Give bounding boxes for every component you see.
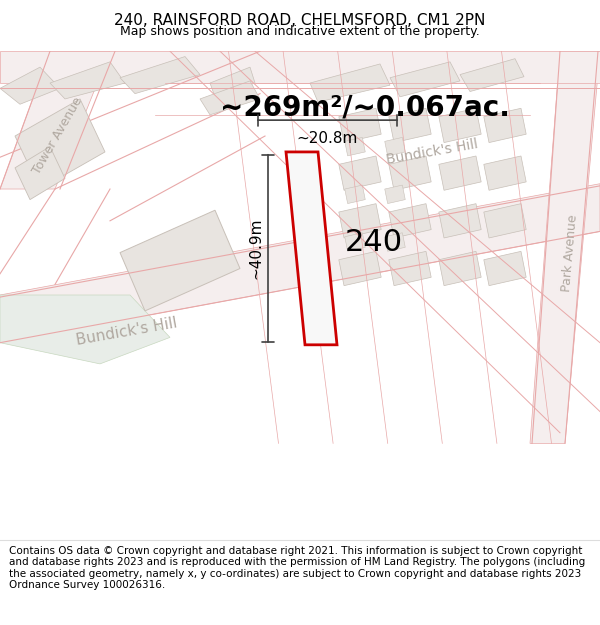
Polygon shape — [0, 51, 110, 189]
Polygon shape — [339, 156, 381, 190]
Polygon shape — [439, 251, 481, 286]
Polygon shape — [439, 156, 481, 190]
Polygon shape — [389, 204, 431, 238]
Polygon shape — [15, 99, 105, 189]
Text: Contains OS data © Crown copyright and database right 2021. This information is : Contains OS data © Crown copyright and d… — [9, 546, 585, 591]
Text: ~20.8m: ~20.8m — [297, 131, 358, 146]
Polygon shape — [484, 204, 526, 238]
Polygon shape — [0, 184, 600, 342]
Polygon shape — [339, 204, 381, 238]
Polygon shape — [339, 251, 381, 286]
Polygon shape — [345, 138, 365, 156]
Polygon shape — [439, 108, 481, 142]
Polygon shape — [389, 251, 431, 286]
Text: Tower Avenue: Tower Avenue — [31, 95, 85, 177]
Polygon shape — [484, 251, 526, 286]
Text: ~40.9m: ~40.9m — [248, 217, 263, 279]
Polygon shape — [339, 108, 381, 142]
Polygon shape — [345, 185, 365, 204]
Text: Park Avenue: Park Avenue — [560, 214, 580, 292]
Polygon shape — [389, 108, 431, 142]
Polygon shape — [50, 62, 125, 99]
Polygon shape — [345, 232, 365, 251]
Polygon shape — [385, 185, 405, 204]
Polygon shape — [390, 62, 460, 97]
Polygon shape — [200, 81, 260, 115]
Polygon shape — [310, 64, 390, 102]
Polygon shape — [15, 147, 65, 199]
Polygon shape — [484, 156, 526, 190]
Polygon shape — [530, 51, 600, 443]
Polygon shape — [389, 156, 431, 190]
Polygon shape — [120, 210, 240, 311]
Polygon shape — [385, 138, 405, 156]
Polygon shape — [286, 152, 337, 345]
Polygon shape — [460, 59, 524, 91]
Polygon shape — [0, 51, 600, 83]
Text: 240, RAINSFORD ROAD, CHELMSFORD, CM1 2PN: 240, RAINSFORD ROAD, CHELMSFORD, CM1 2PN — [115, 12, 485, 28]
Polygon shape — [0, 295, 170, 364]
Polygon shape — [120, 56, 200, 94]
Text: ~269m²/~0.067ac.: ~269m²/~0.067ac. — [220, 94, 510, 122]
Polygon shape — [385, 232, 405, 251]
Polygon shape — [0, 67, 60, 104]
Text: Bundick's Hill: Bundick's Hill — [385, 137, 479, 167]
Text: 240: 240 — [345, 228, 403, 256]
Polygon shape — [210, 67, 255, 97]
Text: Map shows position and indicative extent of the property.: Map shows position and indicative extent… — [120, 26, 480, 39]
Polygon shape — [439, 204, 481, 238]
Polygon shape — [484, 108, 526, 142]
Text: Bundick's Hill: Bundick's Hill — [75, 316, 179, 348]
